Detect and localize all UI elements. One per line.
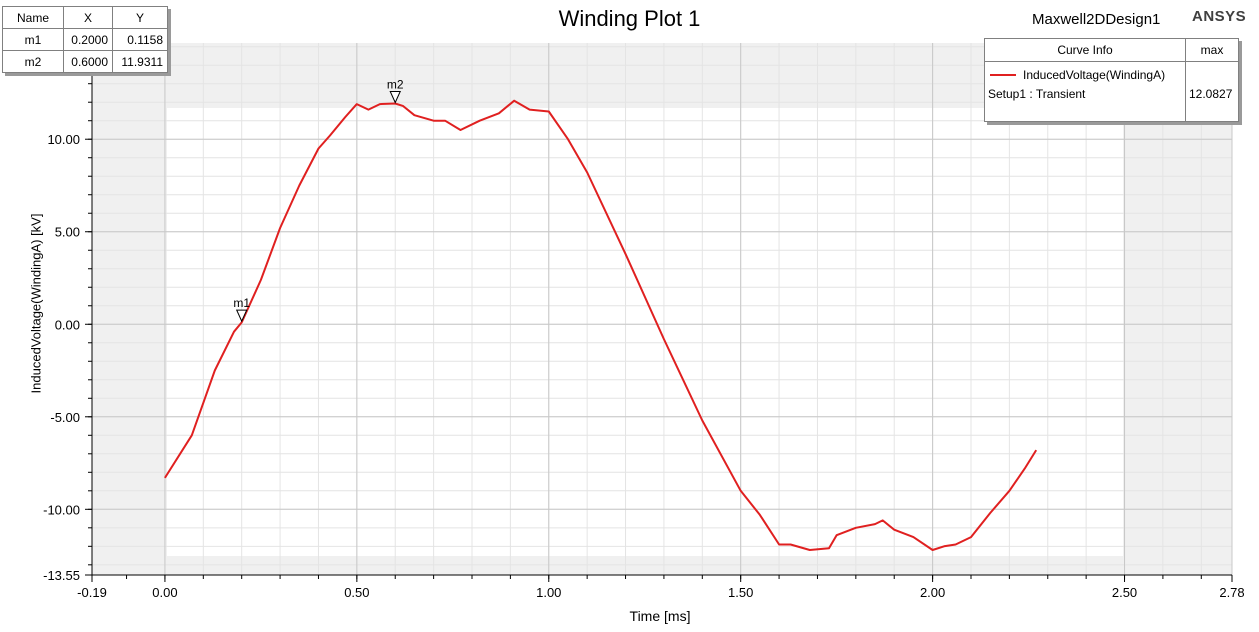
marker-table-header: Name X Y: [2, 6, 168, 29]
header-x: X: [63, 6, 113, 29]
y-tick-label: 10.00: [47, 132, 80, 147]
marker-y: 11.9311: [112, 50, 168, 73]
axes: -0.19 0.00 0.50 1.00 1.50 2.00 2.50 2.78 10.00 5.…: [43, 43, 1245, 600]
marker-triangle-m1: [235, 309, 248, 323]
marker-layer: m1 m2: [233, 77, 404, 323]
x-tick-label: 2.00: [920, 585, 945, 600]
grid: [91, 43, 1233, 576]
marker-label-m2: m2: [387, 77, 404, 91]
legend-series-name: InducedVoltage(WindingA): [1023, 68, 1166, 82]
legend-swatch: [990, 74, 1016, 76]
y-tick-label: 5.00: [55, 225, 80, 240]
x-tick-label: 1.00: [536, 585, 561, 600]
legend-divider: [1185, 62, 1186, 121]
marker-y: 0.1158: [112, 28, 168, 51]
table-row[interactable]: m1 0.2000 0.1158: [2, 28, 168, 51]
brand-logo: ANSYS: [1192, 8, 1247, 25]
y-tick-label: -10.00: [43, 502, 80, 517]
marker-name: m1: [2, 28, 64, 51]
y-tick-label: -13.55: [43, 568, 80, 583]
design-name: Maxwell2DDesign1: [1032, 11, 1161, 28]
legend-setup: Setup1 : Transient: [988, 87, 1086, 101]
y-tick-label: 0.00: [55, 317, 80, 332]
header-name: Name: [2, 6, 64, 29]
marker-x: 0.2000: [63, 28, 113, 51]
legend-max-value: 12.0827: [1189, 87, 1233, 101]
x-tick-label: 2.78: [1219, 585, 1244, 600]
header-y: Y: [112, 6, 168, 29]
marker-name: m2: [2, 50, 64, 73]
marker-table[interactable]: Name X Y m1 0.2000 0.1158 m2 0.6000 11.9…: [2, 6, 168, 73]
x-tick-label: 0.00: [152, 585, 177, 600]
legend-header-curve-info: Curve Info: [985, 39, 1186, 62]
curve-info-legend[interactable]: Curve Info max InducedVoltage(WindingA) …: [984, 38, 1239, 122]
marker-triangle-m2: [389, 90, 402, 104]
marker-label-m1: m1: [233, 296, 250, 310]
y-tick-label: -5.00: [50, 410, 80, 425]
x-tick-label: -0.19: [77, 585, 107, 600]
plot-area: [167, 108, 1123, 556]
marker-x: 0.6000: [63, 50, 113, 73]
x-tick-label: 0.50: [344, 585, 369, 600]
legend-header-max: max: [1186, 39, 1238, 62]
series-layer: [164, 99, 1038, 551]
table-row[interactable]: m2 0.6000 11.9311: [2, 50, 168, 73]
series-line-induced-voltage: [164, 99, 1038, 551]
chart-title: Winding Plot 1: [558, 6, 701, 31]
x-tick-label: 2.50: [1112, 585, 1137, 600]
y-axis-label: InducedVoltage(WindingA) [kV]: [28, 213, 44, 394]
x-axis-label: Time [ms]: [629, 608, 691, 624]
x-tick-label: 1.50: [728, 585, 753, 600]
